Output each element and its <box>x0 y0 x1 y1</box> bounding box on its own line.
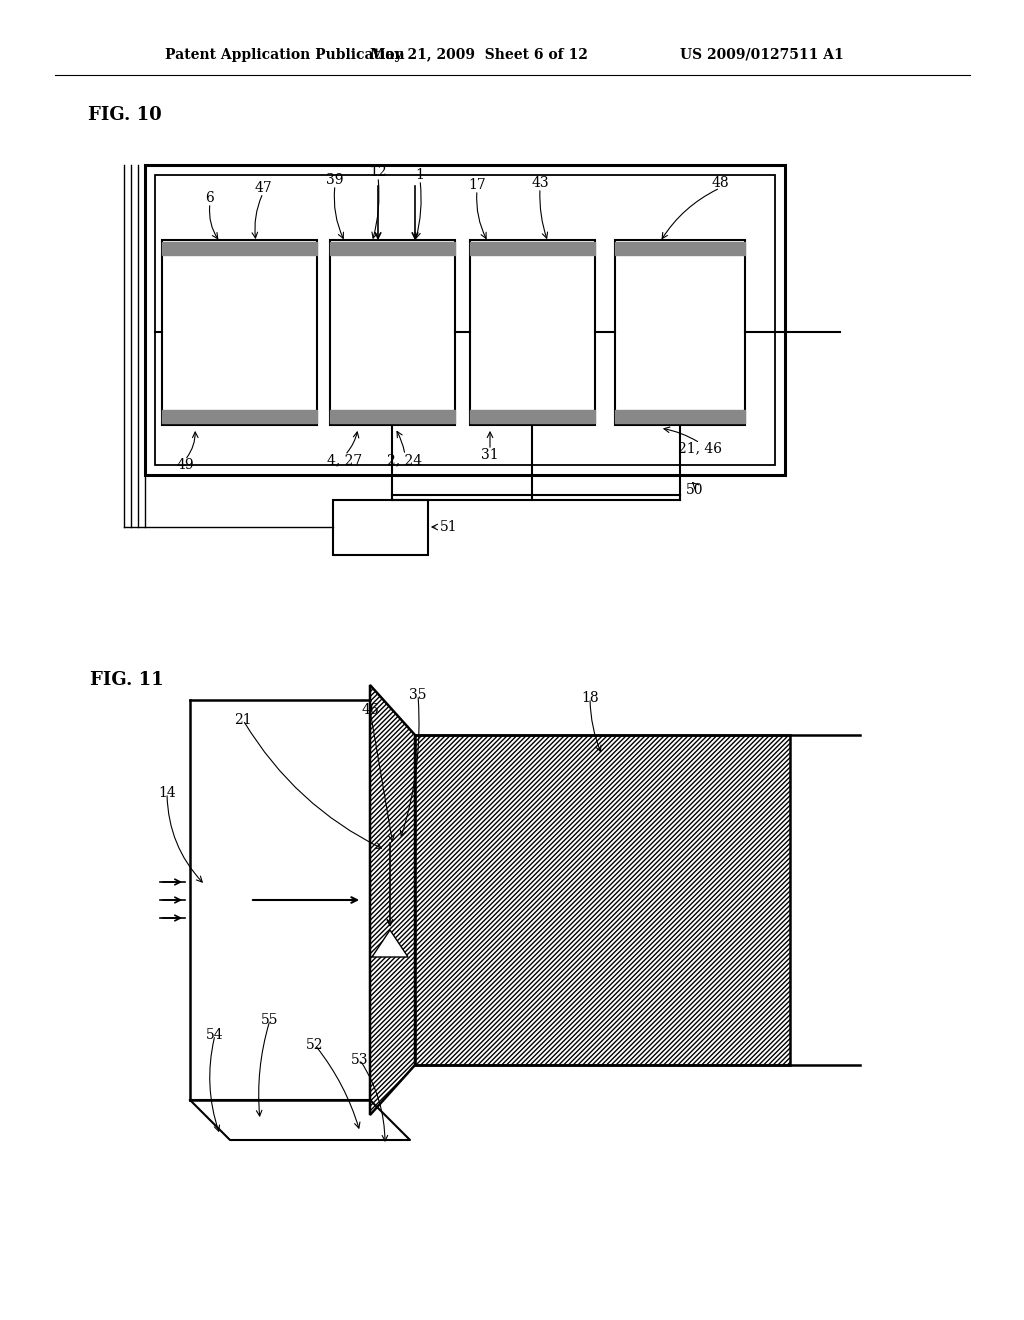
Text: 14: 14 <box>158 785 176 800</box>
Text: 2, 24: 2, 24 <box>387 453 423 467</box>
Text: 48: 48 <box>712 176 729 190</box>
Bar <box>155 176 775 465</box>
Text: 39: 39 <box>327 173 344 187</box>
Bar <box>470 242 595 255</box>
Text: 46: 46 <box>361 704 379 717</box>
Bar <box>162 411 317 422</box>
Bar <box>162 240 317 425</box>
Text: 51: 51 <box>440 520 458 535</box>
Text: 31: 31 <box>481 447 499 462</box>
Bar <box>330 240 455 425</box>
Text: 21, 46: 21, 46 <box>678 441 722 455</box>
Text: 49: 49 <box>176 458 194 473</box>
Text: 4, 27: 4, 27 <box>328 453 362 467</box>
Bar <box>470 411 595 422</box>
Text: Patent Application Publication: Patent Application Publication <box>165 48 404 62</box>
Text: US 2009/0127511 A1: US 2009/0127511 A1 <box>680 48 844 62</box>
Text: 52: 52 <box>306 1038 324 1052</box>
Text: May 21, 2009  Sheet 6 of 12: May 21, 2009 Sheet 6 of 12 <box>370 48 588 62</box>
Bar <box>333 500 428 554</box>
Text: FIG. 11: FIG. 11 <box>90 671 164 689</box>
Bar <box>145 165 785 475</box>
Text: 35: 35 <box>410 688 427 702</box>
Bar <box>330 411 455 422</box>
Text: 53: 53 <box>351 1053 369 1067</box>
Polygon shape <box>372 931 408 957</box>
Text: FIG. 10: FIG. 10 <box>88 106 162 124</box>
Bar <box>162 242 317 255</box>
Text: 43: 43 <box>531 176 549 190</box>
Text: 50: 50 <box>686 483 703 498</box>
Text: 47: 47 <box>254 181 272 195</box>
Text: 17: 17 <box>468 178 485 191</box>
Text: 18: 18 <box>582 690 599 705</box>
Text: 21: 21 <box>234 713 252 727</box>
Text: 6: 6 <box>206 191 214 205</box>
Bar <box>330 242 455 255</box>
Polygon shape <box>370 685 415 1115</box>
Text: 55: 55 <box>261 1012 279 1027</box>
Bar <box>615 240 745 425</box>
Bar <box>470 240 595 425</box>
Text: 12: 12 <box>370 165 387 180</box>
Text: 1: 1 <box>416 168 424 182</box>
Bar <box>615 242 745 255</box>
Text: 54: 54 <box>206 1028 224 1041</box>
Bar <box>415 735 790 1065</box>
Bar <box>615 411 745 422</box>
